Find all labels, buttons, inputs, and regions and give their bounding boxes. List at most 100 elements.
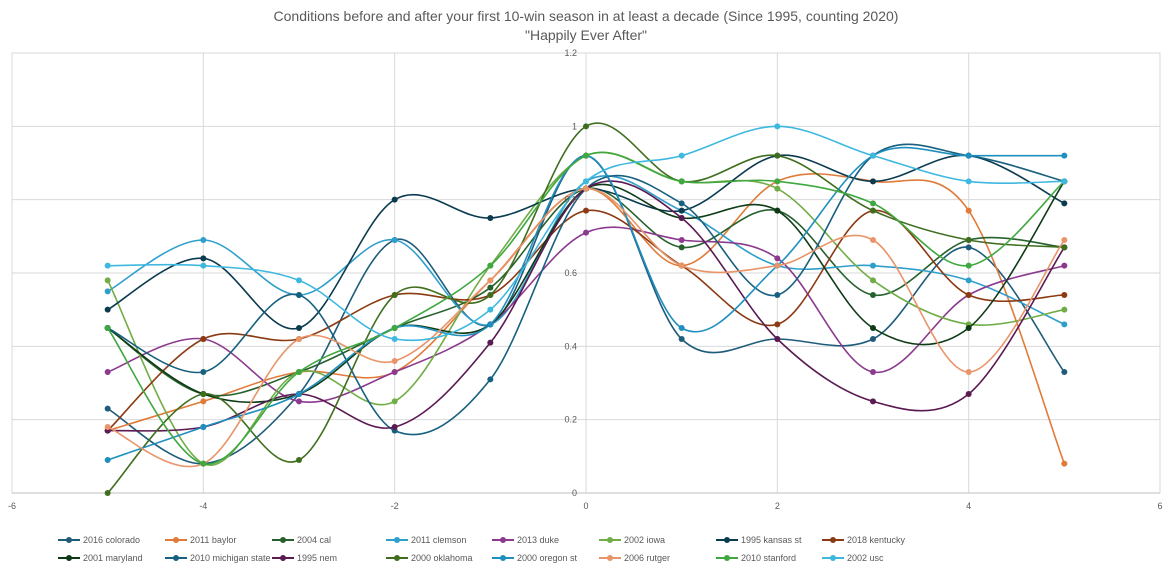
data-point [296, 457, 302, 463]
data-point [487, 321, 494, 328]
data-point [678, 178, 685, 185]
data-point [774, 336, 781, 342]
data-point [296, 391, 302, 397]
data-point [487, 262, 494, 269]
legend-label: 2004 cal [297, 535, 332, 545]
x-tick-label: -4 [199, 501, 207, 511]
data-point [870, 369, 876, 375]
legend-item: 2004 cal [272, 532, 331, 548]
y-tick-label: 0.8 [564, 195, 577, 205]
data-point [1061, 244, 1068, 251]
data-point [104, 277, 111, 284]
legend-item: 2001 maryland [58, 550, 143, 566]
tick-labels: -6 -4 -2 0 2 4 6 0 0.2 0.4 0.6 0.8 1 1.2 [8, 48, 1163, 511]
legend-swatch [165, 535, 187, 545]
data-point [583, 185, 589, 192]
data-point [965, 369, 972, 375]
legend-swatch [599, 553, 621, 563]
legend-label: 2002 usc [847, 553, 884, 563]
data-point [870, 152, 876, 159]
data-point [296, 398, 302, 405]
legend-label: 2010 stanford [741, 553, 797, 563]
data-point [104, 490, 111, 496]
data-point [1061, 369, 1068, 375]
data-point [1061, 262, 1068, 269]
legend-swatch [492, 553, 514, 563]
x-tick-label: 6 [1157, 501, 1162, 511]
data-point [1061, 321, 1068, 328]
data-point [678, 262, 685, 269]
data-point [678, 152, 685, 159]
data-point [870, 178, 876, 185]
legend-item: 2013 duke [492, 532, 559, 548]
data-point [200, 255, 207, 262]
data-point [870, 325, 876, 331]
x-tick-label: 2 [775, 501, 780, 511]
y-tick-label: 1 [572, 121, 577, 131]
data-point [104, 262, 111, 269]
legend-label: 2002 iowa [624, 535, 666, 545]
data-point [965, 244, 972, 251]
series-line [107, 151, 1065, 465]
data-point [870, 237, 876, 243]
data-point [487, 376, 494, 383]
data-point [1061, 152, 1068, 159]
data-point [487, 284, 494, 291]
data-point [774, 207, 781, 214]
data-point [870, 262, 876, 269]
data-point [774, 152, 781, 159]
data-point [965, 292, 972, 298]
data-point [965, 207, 972, 214]
x-tick-label: -2 [391, 501, 399, 511]
data-point [774, 262, 781, 269]
series-layer [104, 122, 1068, 496]
series-line [107, 173, 1066, 464]
y-gridlines [12, 52, 1160, 494]
data-point [200, 369, 207, 375]
legend-swatch [492, 535, 514, 545]
legend-item: 2006 rutger [599, 550, 670, 566]
data-point [296, 277, 302, 284]
data-point [200, 237, 207, 243]
data-point [583, 123, 589, 130]
data-point [487, 339, 494, 346]
data-point [200, 398, 207, 405]
legend-item: 2002 iowa [599, 532, 665, 548]
data-point [870, 398, 876, 405]
data-point [774, 185, 781, 192]
data-point [391, 358, 398, 364]
legend-label: 1995 kansas st [741, 535, 802, 545]
data-point [104, 405, 111, 412]
series-2000-oklahoma [104, 122, 1068, 496]
data-point [104, 288, 111, 295]
data-point [870, 277, 876, 284]
data-point [296, 336, 302, 342]
legend-item: 2016 colorado [58, 532, 140, 548]
legend-label: 1995 nem [297, 553, 338, 563]
data-point [200, 336, 207, 342]
legend-label: 2010 michigan state [190, 553, 271, 563]
plot-area: -6 -4 -2 0 2 4 6 0 0.2 0.4 0.6 0.8 1 1.2 [8, 48, 1163, 511]
data-point [391, 292, 398, 298]
legend-label: 2011 clemson [411, 535, 467, 545]
y-tick-label: 0 [572, 488, 577, 498]
data-point [391, 237, 398, 243]
legend-item: 2010 michigan state [165, 550, 271, 566]
x-tick-label: -6 [8, 501, 16, 511]
data-point [965, 152, 972, 159]
data-point [487, 306, 494, 313]
legend-swatch [599, 535, 621, 545]
legend-item: 2002 usc [822, 550, 884, 566]
data-point [678, 215, 685, 221]
data-point [200, 262, 207, 269]
data-point [296, 292, 302, 298]
data-point [965, 391, 972, 397]
data-point [774, 255, 781, 262]
legend-swatch [716, 535, 738, 545]
data-point [870, 336, 876, 342]
series-line [107, 154, 1065, 330]
series-line [107, 175, 1065, 326]
data-point [678, 336, 685, 342]
legend-label: 2011 baylor [190, 535, 237, 545]
